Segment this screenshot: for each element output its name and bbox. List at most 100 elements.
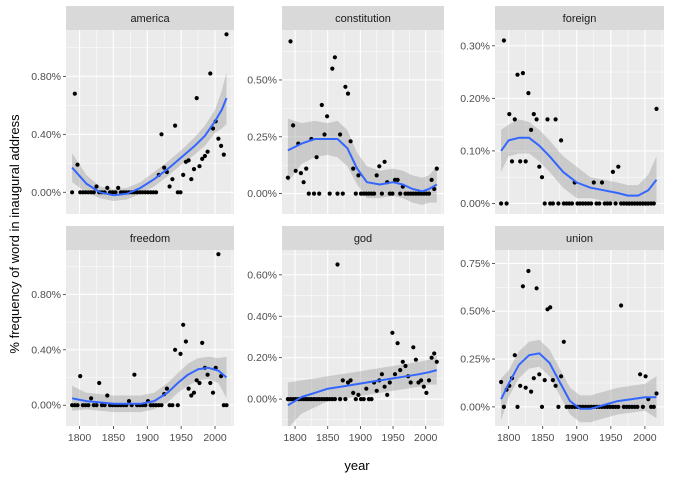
data-point — [526, 91, 531, 96]
x-tick-label: 1900 — [136, 432, 160, 444]
panel-plot-area — [285, 262, 439, 426]
data-point — [512, 117, 517, 122]
data-point — [613, 201, 618, 206]
data-point — [132, 372, 137, 377]
data-point — [550, 201, 556, 206]
data-point — [356, 392, 361, 397]
data-point — [75, 403, 80, 408]
x-tick-label: 1900 — [565, 432, 589, 444]
data-point — [327, 191, 332, 196]
data-point — [167, 184, 172, 189]
data-point — [200, 156, 205, 161]
data-point — [379, 372, 384, 377]
data-point — [340, 378, 345, 383]
data-point — [387, 380, 392, 385]
data-point — [515, 404, 520, 409]
y-tick-label: 0.30% — [460, 40, 490, 52]
data-point — [426, 191, 432, 196]
confidence-band — [72, 72, 227, 201]
y-tick-label: 0.00% — [31, 187, 61, 199]
data-point — [364, 386, 369, 391]
data-point — [398, 191, 403, 196]
smooth-line — [71, 366, 228, 405]
strip-background — [495, 226, 664, 250]
data-point — [345, 91, 351, 96]
x-tick-label: 1850 — [316, 432, 340, 444]
y-tick-label: 0.75% — [460, 258, 490, 270]
y-axis-title: % frequency of word in inaugural address — [7, 114, 22, 354]
data-point — [173, 123, 178, 128]
data-point — [395, 341, 400, 346]
data-point — [197, 380, 202, 386]
data-point — [619, 303, 624, 308]
y-tick-label: 0.50% — [247, 74, 277, 86]
data-point — [548, 305, 553, 310]
data-point — [351, 390, 356, 395]
x-tick-label: 2000 — [633, 432, 657, 444]
data-point — [509, 159, 515, 164]
data-point — [408, 380, 413, 385]
data-point — [398, 368, 403, 373]
data-point — [369, 397, 374, 402]
confidence-band — [72, 356, 227, 413]
panel-god: god 0.00% 0.20% 0.40% 0.60% 1800 1850 1900 1950 2… — [247, 226, 444, 444]
data-point — [520, 284, 526, 289]
y-tick-label: 0.40% — [247, 311, 277, 323]
data-point — [205, 372, 210, 377]
data-point — [159, 403, 164, 408]
data-point — [654, 106, 659, 111]
x-tick-label: 1850 — [102, 432, 126, 444]
data-point — [197, 164, 202, 169]
data-point — [501, 38, 506, 43]
data-point — [78, 374, 83, 379]
panel-plot-area — [70, 32, 229, 201]
y-tick-label: 0.25% — [460, 354, 490, 366]
data-point — [390, 191, 395, 196]
data-point — [529, 127, 534, 132]
smooth-line — [500, 352, 657, 410]
data-point — [395, 177, 400, 182]
data-point — [512, 353, 517, 358]
data-point — [105, 393, 110, 398]
data-point — [515, 72, 520, 77]
x-tick-label: 1800 — [283, 432, 307, 444]
y-tick-label: 0.80% — [31, 289, 61, 301]
strip-label-foreign: foreign — [563, 13, 597, 25]
data-point — [293, 168, 298, 173]
smooth-line — [500, 136, 658, 197]
data-point — [298, 171, 303, 176]
data-point — [537, 164, 542, 169]
data-point — [531, 376, 536, 381]
y-tick-label: 0.40% — [31, 129, 61, 141]
data-point — [523, 385, 528, 390]
data-point — [434, 166, 439, 171]
confidence-band — [287, 355, 437, 426]
data-point — [335, 262, 340, 267]
y-tick-label: 0.00% — [247, 188, 277, 200]
data-point — [72, 91, 77, 96]
data-point — [340, 191, 345, 196]
data-point — [319, 102, 324, 108]
data-point — [164, 386, 169, 391]
data-point — [189, 177, 194, 182]
data-point — [116, 185, 121, 190]
data-point — [640, 404, 646, 409]
data-point — [210, 390, 216, 395]
data-point — [556, 404, 561, 409]
panel-constitution: constitution 0.00% 0.25% 0.50% — [247, 6, 444, 214]
data-point — [419, 378, 424, 383]
data-point — [353, 397, 358, 402]
confidence-band — [501, 119, 657, 207]
data-point — [126, 399, 132, 404]
data-point — [635, 404, 640, 409]
data-point — [424, 390, 429, 395]
data-point — [377, 164, 382, 169]
panel-background — [495, 250, 664, 426]
data-point — [429, 355, 434, 360]
data-point — [507, 112, 512, 117]
data-point — [616, 164, 621, 169]
data-point — [537, 372, 542, 377]
panel-background — [66, 250, 234, 426]
data-point — [91, 190, 96, 195]
data-point — [553, 117, 558, 122]
